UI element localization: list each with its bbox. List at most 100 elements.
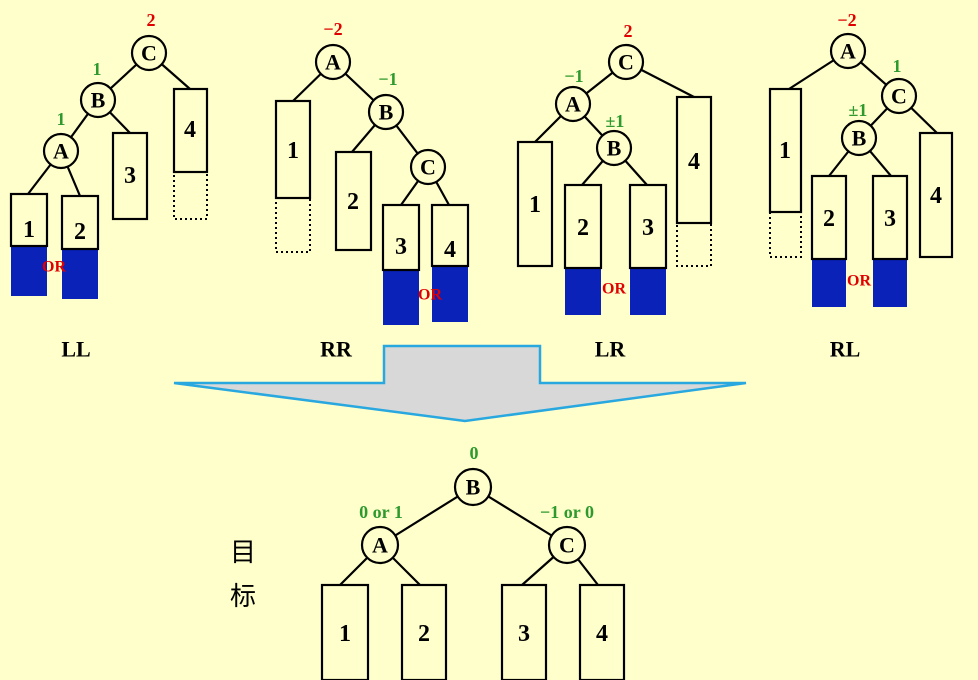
node-a-label: A — [372, 533, 388, 558]
height-increase-fill — [432, 266, 468, 322]
subtree-4-label: 4 — [688, 149, 700, 175]
subtree-4-placeholder — [676, 222, 712, 267]
node-b — [840, 119, 878, 157]
subtree-4 — [430, 203, 470, 268]
node-a — [829, 32, 867, 70]
subtree-3 — [381, 203, 421, 272]
node-c-label: C — [891, 84, 907, 109]
transform-arrow — [173, 344, 747, 423]
subtree-1 — [768, 87, 803, 214]
case-label-lr: LR — [595, 337, 627, 362]
node-b-label: B — [466, 475, 481, 500]
subtree-3 — [500, 583, 548, 680]
subtree-2 — [334, 150, 373, 252]
subtree-4 — [675, 95, 713, 225]
height-increase-fill — [630, 268, 666, 315]
or-label: OR — [602, 281, 626, 298]
subtree-4-placeholder — [173, 171, 208, 220]
node-b-label: B — [607, 136, 622, 161]
case-label-rr: RR — [320, 337, 353, 362]
height-increase-fill — [565, 268, 601, 315]
subtree-3-label: 3 — [395, 234, 407, 260]
subtree-2 — [563, 183, 603, 270]
case-label-ll: LL — [61, 337, 90, 362]
node-a-label: A — [53, 139, 69, 164]
subtree-2-label: 2 — [577, 215, 589, 241]
subtree-3-label: 3 — [642, 215, 654, 241]
subtree-1 — [320, 583, 370, 680]
case-label-rl: RL — [830, 337, 861, 362]
target-tree: 1 2 3 4 B A C 0 0 or 1 −1 or 0 目 标 — [230, 443, 626, 680]
case-ll: 1 2 3 4 OR C B A 2 1 1 LL — [9, 10, 209, 362]
node-c — [409, 148, 447, 186]
subtree-2 — [60, 194, 100, 251]
or-label: OR — [42, 259, 66, 276]
node-c-label: C — [420, 155, 436, 180]
node-c — [607, 43, 645, 81]
node-c-label: C — [141, 41, 157, 66]
node-c — [880, 77, 918, 115]
subtree-4-label: 4 — [444, 237, 456, 263]
subtree-2-label: 2 — [74, 219, 86, 245]
node-b — [595, 129, 633, 167]
subtree-3-label: 3 — [884, 206, 896, 232]
target-label-line2: 标 — [230, 582, 256, 612]
node-b — [367, 93, 405, 131]
node-c — [547, 525, 587, 565]
height-increase-fill — [383, 270, 419, 325]
height-increase-fill — [11, 246, 47, 296]
subtree-1-label: 1 — [529, 192, 541, 218]
balance-b: ±1 — [849, 100, 868, 120]
balance-b: 1 — [93, 59, 102, 79]
target-label-line1: 目 — [230, 538, 256, 568]
or-label: OR — [418, 287, 442, 304]
subtree-4-label: 4 — [930, 183, 942, 209]
subtree-2-label: 2 — [823, 206, 835, 232]
or-label: OR — [847, 273, 871, 290]
node-a — [554, 85, 592, 123]
subtree-3-label: 3 — [124, 163, 136, 189]
node-c — [130, 34, 168, 72]
node-b-label: B — [852, 126, 867, 151]
subtree-1 — [9, 192, 49, 248]
node-a-label: A — [840, 39, 856, 64]
node-a-label: A — [565, 92, 581, 117]
node-a-label: A — [325, 50, 341, 75]
subtree-3 — [628, 183, 668, 270]
balance-a: −1 — [564, 66, 583, 86]
subtree-4 — [918, 131, 954, 259]
subtree-2 — [810, 174, 848, 261]
subtree-1-placeholder — [275, 197, 311, 253]
case-lr: 1 2 3 4 OR C A B 2 −1 ±1 LR — [516, 21, 713, 362]
node-a — [42, 132, 80, 170]
node-b-label: B — [91, 88, 106, 113]
node-c-label: C — [559, 533, 575, 558]
subtree-1-label: 1 — [23, 217, 35, 243]
subtree-1 — [274, 99, 312, 200]
balance-a: −2 — [837, 10, 856, 30]
balance-a: 1 — [57, 109, 66, 129]
case-rl: 1 2 3 4 OR A C B −2 1 ±1 RL — [768, 10, 954, 362]
node-c-label: C — [618, 50, 634, 75]
subtree-3-label: 3 — [518, 621, 530, 647]
node-b — [79, 81, 117, 119]
subtree-4-label: 4 — [184, 117, 196, 143]
node-a — [360, 525, 400, 565]
subtree-2-label: 2 — [418, 621, 430, 647]
subtree-1-placeholder — [769, 211, 802, 258]
subtree-1 — [516, 140, 554, 268]
subtree-3 — [111, 131, 149, 221]
subtree-3 — [871, 174, 909, 261]
subtree-1-label: 1 — [339, 621, 351, 647]
subtree-4-label: 4 — [596, 621, 608, 647]
balance-c: 2 — [147, 10, 156, 30]
subtree-4 — [578, 583, 626, 680]
balance-b: ±1 — [606, 111, 625, 131]
subtree-1-label: 1 — [779, 138, 791, 164]
balance-c: 1 — [893, 56, 902, 76]
node-a — [314, 43, 352, 81]
balance-b: −1 — [378, 69, 397, 89]
balance-b: 0 — [470, 443, 479, 463]
balance-a: −2 — [323, 19, 342, 39]
case-rr: 1 2 3 4 OR A B C −2 −1 RR — [274, 19, 470, 362]
